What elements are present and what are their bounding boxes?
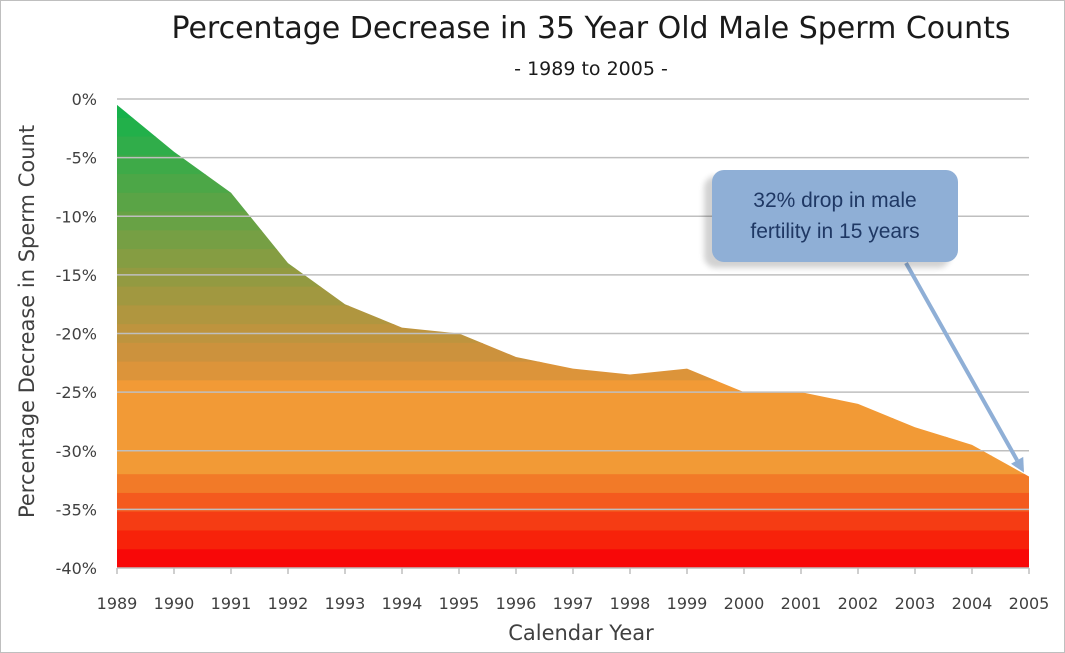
x-tick-label: 1991 xyxy=(211,594,252,613)
area-band xyxy=(117,380,1029,400)
x-tick-label: 1997 xyxy=(553,594,594,613)
area-band xyxy=(117,436,1029,457)
x-tick-label: 1994 xyxy=(382,594,423,613)
y-tick-label: -5% xyxy=(66,149,97,168)
area-band xyxy=(117,530,1029,550)
area-band xyxy=(117,136,1029,156)
x-tick-label: 2002 xyxy=(838,594,879,613)
area-band xyxy=(117,511,1029,532)
y-axis-title: Percentage Decrease in Sperm Count xyxy=(15,125,39,518)
x-tick-label: 1989 xyxy=(97,594,138,613)
y-tick-label: -40% xyxy=(56,559,97,578)
x-tick-label: 1999 xyxy=(667,594,708,613)
y-tick-label: -30% xyxy=(56,442,97,461)
x-tick-label: 2004 xyxy=(952,594,993,613)
area-band xyxy=(117,474,1029,494)
y-tick-label: -10% xyxy=(56,207,97,226)
x-tick-label: 2005 xyxy=(1009,594,1050,613)
annotation-line-1: 32% drop in male xyxy=(753,189,917,212)
x-tick-label: 2001 xyxy=(781,594,822,613)
area-band xyxy=(117,117,1029,138)
area-band xyxy=(117,267,1029,288)
area-band xyxy=(117,342,1029,363)
x-tick-label: 1992 xyxy=(268,594,309,613)
area-band xyxy=(117,361,1029,381)
x-tick-label: 1996 xyxy=(496,594,537,613)
annotation-callout: 32% drop in male fertility in 15 years xyxy=(712,170,958,262)
x-tick-labels: 1989 1990 1991 1992 1993 1994 1995 1996 1997 1998… xyxy=(97,568,1050,613)
area-band xyxy=(117,492,1029,513)
area-band xyxy=(117,286,1029,306)
x-tick-label: 1990 xyxy=(154,594,195,613)
x-tick-label: 2000 xyxy=(724,594,765,613)
area-band xyxy=(117,549,1029,569)
y-tick-label: -15% xyxy=(56,266,97,285)
x-tick-label: 1995 xyxy=(439,594,480,613)
area-band xyxy=(117,104,1029,119)
y-tick-label: -25% xyxy=(56,383,97,402)
x-tick-label: 1998 xyxy=(610,594,651,613)
y-tick-label: 0% xyxy=(72,90,97,109)
x-tick-label: 1993 xyxy=(325,594,366,613)
area-band xyxy=(117,305,1029,325)
chart-subtitle: - 1989 to 2005 - xyxy=(514,58,668,80)
chart-title: Percentage Decrease in 35 Year Old Male … xyxy=(171,11,1011,46)
x-axis-title: Calendar Year xyxy=(508,621,654,645)
gridlines xyxy=(117,98,1029,511)
y-tick-label: -35% xyxy=(56,500,97,519)
y-tick-labels: 0% -5% -10% -15% -20% -25% -30% -35% -40% xyxy=(56,90,97,578)
y-tick-label: -20% xyxy=(56,325,97,344)
callout-arrow xyxy=(904,262,1019,462)
callout-arrowhead xyxy=(1011,456,1024,473)
x-tick-label: 2003 xyxy=(895,594,936,613)
area-band xyxy=(117,455,1029,475)
area-band xyxy=(117,417,1029,438)
area-band xyxy=(117,399,1029,419)
annotation-line-2: fertility in 15 years xyxy=(750,220,920,243)
